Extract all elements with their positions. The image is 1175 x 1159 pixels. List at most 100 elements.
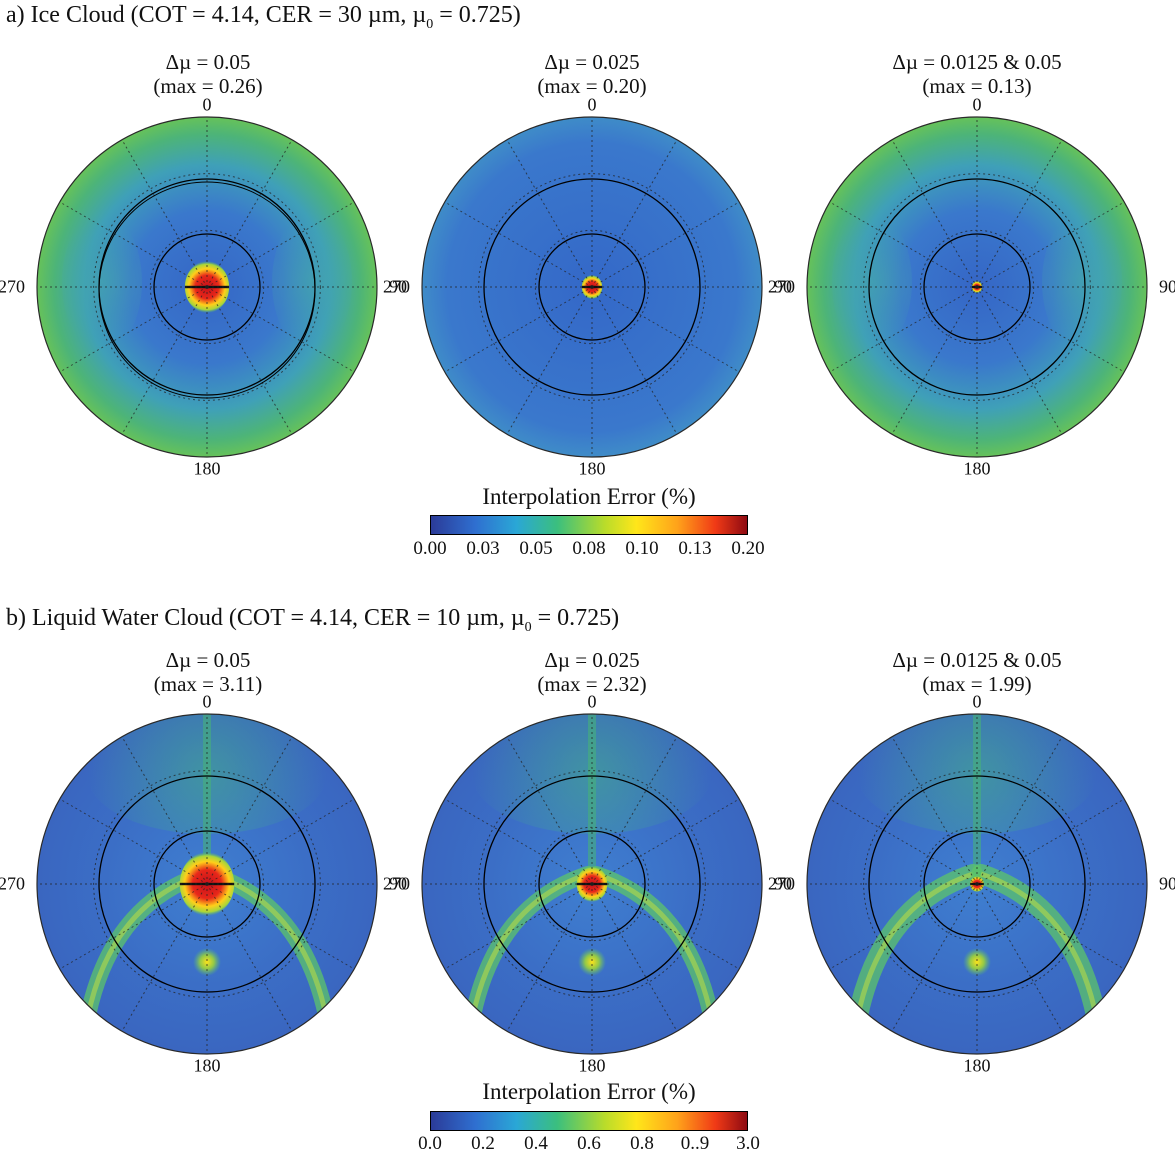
direction-label-right: 90: [389, 873, 407, 894]
panel-a2-max: (max = 0.20): [537, 74, 647, 98]
outer-ring: [483, 178, 701, 396]
colorbar-tick: 0.10: [625, 538, 659, 559]
inner-ring: [153, 830, 261, 938]
polar-plot-b2: [421, 713, 763, 1055]
outer-ring: [98, 775, 316, 993]
colorbar-tick: 0.08: [572, 538, 606, 559]
panel-b1-delta: Δµ = 0.05: [165, 648, 251, 672]
panel-a1-title: Δµ = 0.05 (max = 0.26): [48, 50, 368, 98]
inner-ring: [923, 830, 1031, 938]
colorbar-tick: 0..9: [680, 1133, 710, 1154]
colorbar-b: [430, 1111, 748, 1131]
direction-label-left: 270: [383, 873, 410, 894]
direction-label-right: 90: [1159, 873, 1175, 894]
colorbar-tick: 0.8: [630, 1133, 654, 1154]
polar-grid: [807, 117, 1147, 457]
plot-border: [421, 713, 763, 1055]
panel-b2-delta: Δµ = 0.025: [544, 648, 640, 672]
colorbar-tick: 0.13: [678, 538, 712, 559]
side-lobe: [62, 212, 142, 352]
secondary-hotspot: [193, 948, 221, 976]
section-a-title-subscript: 0: [426, 16, 434, 32]
direction-label-left: 270: [383, 276, 410, 297]
section-b-title-subscript: 0: [524, 619, 532, 635]
inner-ring: [538, 830, 646, 938]
section-a-title: a) Ice Cloud (COT = 4.14, CER = 30 µm, µ…: [6, 2, 521, 33]
side-lobe: [1042, 212, 1122, 352]
plot-border: [36, 713, 378, 1055]
colorbar-tick: 0.05: [519, 538, 553, 559]
plot-border: [36, 116, 378, 458]
inner-ring: [538, 233, 646, 341]
direction-label-bottom: 180: [578, 1055, 606, 1076]
direction-label-top: 0: [587, 691, 597, 712]
direction-label-bottom: 180: [578, 458, 606, 479]
direction-label-left: 270: [768, 276, 795, 297]
colorbar-tick: 0.2: [471, 1133, 495, 1154]
panel-b3-max: (max = 1.99): [922, 672, 1032, 696]
colorbar-tick: 0.20: [731, 538, 765, 559]
polar-plot-a2: [421, 116, 763, 458]
section-a-title-end: = 0.725): [433, 2, 521, 28]
colorbar-b-label: Interpolation Error (%): [482, 1079, 696, 1104]
direction-label-top: 0: [972, 94, 982, 115]
polar-plot-b3: [806, 713, 1148, 1055]
polar-grid: [422, 714, 762, 1054]
panel-a3-title: Δµ = 0.0125 & 0.05 (max = 0.13): [817, 50, 1137, 98]
panel-b1-title: Δµ = 0.05 (max = 3.11): [48, 648, 368, 696]
section-b-title-text: b) Liquid Water Cloud (COT = 4.14, CER =…: [6, 605, 525, 631]
inner-ring: [923, 233, 1031, 341]
colorbar-tick: 0.00: [413, 538, 447, 559]
colorbar-tick: 0.03: [466, 538, 500, 559]
section-b-title: b) Liquid Water Cloud (COT = 4.14, CER =…: [6, 605, 619, 636]
outer-ring: [868, 178, 1086, 396]
side-lobe: [832, 212, 912, 352]
colorbar-tick: 0.4: [524, 1133, 548, 1154]
direction-label-right: 90: [774, 276, 792, 297]
panel-a2-delta: Δµ = 0.025: [544, 50, 640, 74]
panel-a1-delta: Δµ = 0.05: [165, 50, 251, 74]
direction-label-bottom: 180: [193, 1055, 221, 1076]
polar-plot-b1: [36, 713, 378, 1055]
panel-a2-title: Δµ = 0.025 (max = 0.20): [432, 50, 752, 98]
secondary-hotspot: [578, 948, 606, 976]
polar-plot-a1: [36, 116, 378, 458]
outer-ring-secondary: [98, 181, 316, 399]
direction-label-left: 270: [0, 873, 25, 894]
inner-ring: [153, 233, 261, 341]
direction-label-bottom: 180: [963, 1055, 991, 1076]
plot-border: [421, 116, 763, 458]
panel-b1-max: (max = 3.11): [153, 672, 263, 696]
colorbar-a: [430, 515, 748, 535]
outer-ring: [868, 775, 1086, 993]
polar-grid: [807, 714, 1147, 1054]
colorbar-tick: 3.0: [736, 1133, 760, 1154]
direction-label-right: 90: [1159, 276, 1175, 297]
colorbar-tick: 0.0: [418, 1133, 442, 1154]
direction-label-right: 90: [389, 276, 407, 297]
direction-label-top: 0: [202, 691, 212, 712]
direction-label-left: 270: [768, 873, 795, 894]
colorbar-tick: 0.6: [577, 1133, 601, 1154]
direction-label-bottom: 180: [963, 458, 991, 479]
direction-label-bottom: 180: [193, 458, 221, 479]
panel-b3-title: Δµ = 0.0125 & 0.05 (max = 1.99): [817, 648, 1137, 696]
plot-border: [806, 116, 1148, 458]
section-a-title-text: a) Ice Cloud (COT = 4.14, CER = 30 µm, µ: [6, 2, 427, 28]
direction-label-top: 0: [202, 94, 212, 115]
polar-grid: [37, 714, 377, 1054]
panel-b3-delta: Δµ = 0.0125 & 0.05: [892, 648, 1062, 672]
outer-ring: [483, 775, 701, 993]
direction-label-top: 0: [587, 94, 597, 115]
panel-b2-max: (max = 2.32): [537, 672, 647, 696]
side-lobe: [272, 212, 352, 352]
direction-label-left: 270: [0, 276, 25, 297]
direction-label-right: 90: [774, 873, 792, 894]
colorbar-a-label: Interpolation Error (%): [482, 484, 696, 509]
panel-a3-delta: Δµ = 0.0125 & 0.05: [892, 50, 1062, 74]
section-b-title-end: = 0.725): [531, 605, 620, 631]
secondary-hotspot: [963, 948, 991, 976]
panel-b2-title: Δµ = 0.025 (max = 2.32): [432, 648, 752, 696]
panel-a3-max: (max = 0.13): [922, 74, 1032, 98]
direction-label-top: 0: [972, 691, 982, 712]
